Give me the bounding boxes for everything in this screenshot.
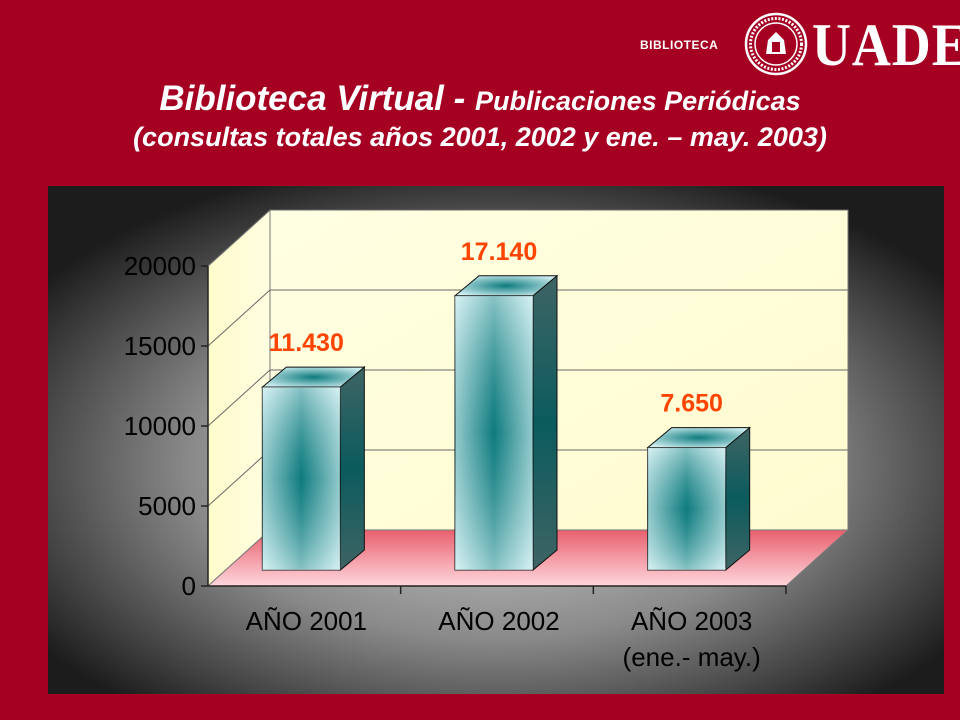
bar-side <box>725 426 751 572</box>
data-label: 7.650 <box>660 390 723 418</box>
x-tick-label: AÑO 2001 <box>246 606 367 636</box>
title-line2: (consultas totales años 2001, 2002 y ene… <box>133 122 827 152</box>
x-tick-sublabel: (ene.- may.) <box>623 642 761 672</box>
chart-panel: 11.430 AÑO 2001 17.140 AÑO 2002 7.650 AÑO 200… <box>48 186 944 694</box>
title-sub: Publicaciones Periódicas <box>475 86 801 116</box>
bar <box>453 274 559 572</box>
gridline <box>207 289 848 347</box>
university-seal <box>744 12 808 76</box>
bar-front-sheen <box>647 447 726 570</box>
data-label: 17.140 <box>461 238 537 266</box>
title-main: Biblioteca Virtual <box>159 79 444 118</box>
section-label: BIBLIOTECA <box>640 38 719 52</box>
y-tick-label: 0 <box>182 571 196 601</box>
y-tick-label: 10000 <box>124 411 196 441</box>
page-title: Biblioteca Virtual - Publicaciones Perió… <box>0 78 960 153</box>
bar-side <box>532 274 558 572</box>
y-tick-label: 5000 <box>138 491 196 521</box>
y-tick-label: 15000 <box>124 331 196 361</box>
uade-logo: UADE <box>812 12 960 78</box>
data-label: 11.430 <box>269 329 344 357</box>
bar-front-sheen <box>455 295 533 570</box>
gridline <box>207 209 848 267</box>
y-tick-label: 20000 <box>124 251 196 281</box>
bar <box>260 366 366 572</box>
bar-side <box>339 366 365 572</box>
x-tick-label: AÑO 2003 <box>631 606 752 636</box>
bar-front-sheen <box>262 387 341 570</box>
title-separator: - <box>443 79 476 118</box>
gridline <box>207 369 848 427</box>
x-tick-label: AÑO 2002 <box>438 606 559 636</box>
bar <box>646 426 752 572</box>
